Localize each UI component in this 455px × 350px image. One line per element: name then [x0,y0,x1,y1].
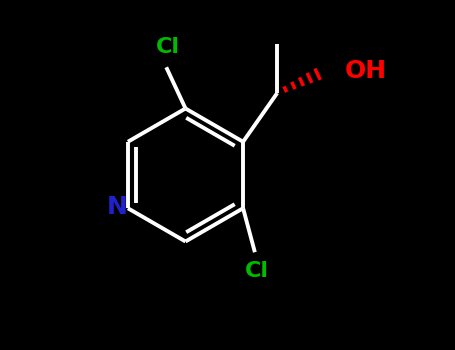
Text: OH: OH [344,58,386,83]
Text: Cl: Cl [245,261,268,281]
Text: Cl: Cl [156,37,180,57]
Text: N: N [107,195,128,219]
